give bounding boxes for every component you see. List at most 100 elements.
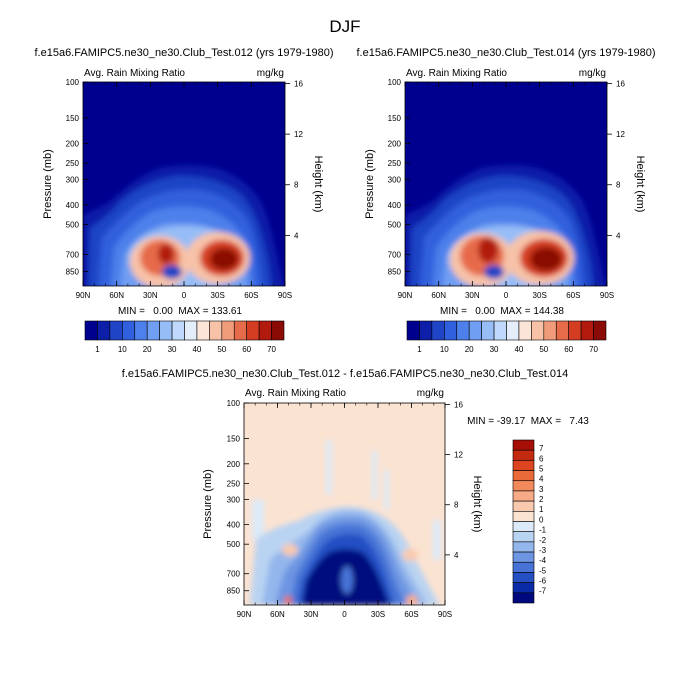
panel-c-contour-12 [341, 566, 353, 594]
y2-tick-label: 16 [294, 79, 303, 88]
colorbar-box [146, 320, 160, 341]
y-tick-label: 850 [388, 268, 402, 277]
y-tick-label: 250 [227, 479, 241, 488]
panel-c-contour-13 [282, 544, 298, 556]
panel-a-stats: MIN = 0.00 MAX = 133.61 [118, 306, 242, 317]
colorbar-box [419, 320, 433, 341]
colorbar-box [512, 449, 535, 461]
y-tick-label: 500 [66, 221, 80, 230]
colorbar-label: -5 [539, 566, 547, 575]
panel-b-axes: 90N 60N 30N 0 30S 60S 90S 100 150 200 250 300 400 500… [388, 78, 626, 300]
panel-c-stats: MIN = -39.17 MAX = 7.43 [467, 416, 589, 427]
y-tick-label: 100 [66, 78, 80, 87]
y2-tick-label: 12 [294, 130, 303, 139]
y-tick-label: 500 [227, 540, 241, 549]
colorbar-box [512, 541, 535, 553]
panel-a-contour-13 [162, 265, 182, 279]
panel-a-title: f.e15a6.FAMIPC5.ne30_ne30.Club_Test.012 … [34, 47, 333, 59]
panel-b-contour-13 [484, 265, 504, 279]
x-tick-label: 0 [342, 610, 347, 619]
y-tick-label: 700 [66, 250, 80, 259]
y2-tick-label: 8 [294, 181, 299, 190]
y2-tick-label: 12 [454, 451, 463, 460]
y-tick-label: 200 [66, 139, 80, 148]
y-tick-label: 300 [388, 175, 402, 184]
colorbar-box [512, 470, 535, 482]
x-tick-label: 60N [109, 291, 124, 300]
x-tick-label: 60S [404, 610, 418, 619]
panel-b-field [405, 82, 607, 286]
y2-tick-label: 8 [616, 181, 621, 190]
y2-tick-label: 16 [616, 79, 625, 88]
panel-c-subtitle-right: mg/kg [417, 388, 444, 399]
colorbar-box [512, 561, 535, 573]
y-tick-label: 200 [227, 460, 241, 469]
colorbar-label: 40 [514, 345, 523, 354]
colorbar-box [221, 320, 235, 341]
colorbar-label: 60 [242, 345, 251, 354]
colorbar-box [406, 320, 420, 341]
colorbar-box [531, 320, 545, 341]
colorbar-box [512, 511, 535, 522]
y-tick-label: 250 [388, 159, 402, 168]
colorbar-box [159, 320, 173, 341]
panel-c-field [244, 403, 445, 605]
panel-b-subtitle-right: mg/kg [579, 68, 606, 79]
colorbar-box [512, 439, 535, 451]
colorbar-label: 70 [589, 345, 598, 354]
panel-c-y2label: Height (km) [471, 476, 483, 533]
colorbar-label: 4 [539, 475, 544, 484]
x-tick-label: 60N [270, 610, 285, 619]
colorbar-box [506, 320, 520, 341]
x-tick-label: 0 [182, 291, 187, 300]
colorbar-label: 1 [95, 345, 100, 354]
panel-c: f.e15a6.FAMIPC5.ne30_ne30.Club_Test.012 … [122, 368, 590, 619]
colorbar-box [580, 320, 594, 341]
x-tick-label: 30S [533, 291, 547, 300]
colorbar-label: 70 [267, 345, 276, 354]
x-tick-label: 30N [143, 291, 158, 300]
panel-b-contour-12 [478, 237, 498, 263]
y2-tick-label: 4 [454, 551, 459, 560]
colorbar-box [468, 320, 482, 341]
colorbar-box [122, 320, 136, 341]
x-tick-label: 30S [371, 610, 385, 619]
panel-c-subtitle-left: Avg. Rain Mixing Ratio [245, 388, 346, 399]
panel-c-contour-15 [406, 595, 418, 605]
y2-tick-label: 8 [454, 501, 459, 510]
colorbar-box [512, 460, 535, 471]
colorbar-box [456, 320, 470, 341]
panel-b-colorbar: 1 10 20 30 40 50 60 70 [406, 320, 607, 354]
colorbar-label: 1 [417, 345, 422, 354]
panel-c-contour-3 [372, 450, 377, 500]
panel-b: f.e15a6.FAMIPC5.ne30_ne30.Club_Test.014 … [356, 47, 655, 354]
colorbar-box [84, 320, 98, 341]
x-tick-label: 30N [304, 610, 319, 619]
colorbar-box [184, 320, 198, 341]
colorbar-box [512, 572, 535, 583]
panel-a-subtitle-right: mg/kg [257, 68, 284, 79]
colorbar-label: 5 [539, 464, 544, 473]
x-tick-label: 90S [600, 291, 614, 300]
panel-c-contour-5 [433, 520, 441, 560]
panel-a-colorbar: 1 10 20 30 40 50 60 70 [84, 320, 285, 354]
panel-c-axes: 90N 60N 30N 0 30S 60S 90S 100 150 200 250 300 400 500… [227, 399, 464, 619]
x-tick-label: 90S [438, 610, 452, 619]
colorbar-box [209, 320, 223, 341]
colorbar-label: 6 [539, 454, 544, 463]
y-tick-label: 150 [388, 114, 402, 123]
panel-c-contour-4 [384, 470, 389, 510]
panel-c-contour-2 [326, 440, 332, 495]
panel-a-ylabel: Pressure (mb) [42, 149, 54, 219]
colorbar-label: 20 [465, 345, 474, 354]
colorbar-box [196, 320, 210, 341]
colorbar-label: 40 [192, 345, 201, 354]
x-tick-label: 60S [244, 291, 258, 300]
y-tick-label: 400 [227, 521, 241, 530]
colorbar-box [512, 531, 535, 543]
colorbar-box [271, 320, 285, 341]
panel-c-contour-16 [284, 596, 292, 604]
panel-a-axes: 90N 60N 30N 0 30S 60S 90S 100 150 200 250 300 400 500… [66, 78, 304, 300]
y-tick-label: 500 [388, 221, 402, 230]
